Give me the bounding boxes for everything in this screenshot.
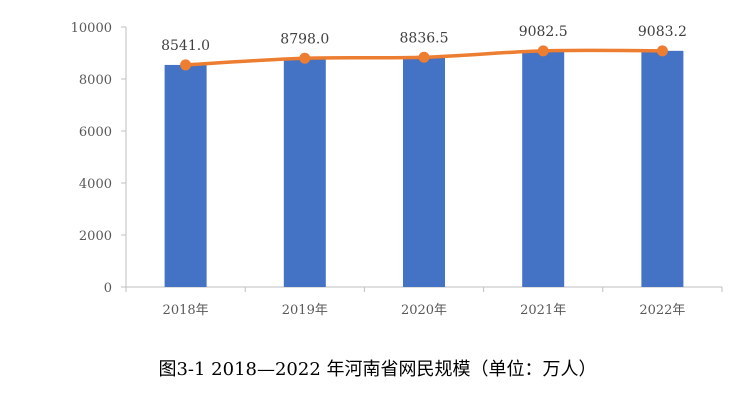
y-tick-label: 8000 bbox=[79, 73, 112, 88]
line-marker bbox=[180, 59, 192, 71]
y-tick-label: 4000 bbox=[79, 177, 112, 192]
line-marker bbox=[299, 52, 311, 64]
data-label: 9083.2 bbox=[638, 24, 687, 40]
data-label: 8541.0 bbox=[161, 38, 210, 54]
x-tick-label: 2020年 bbox=[401, 303, 447, 318]
line-marker bbox=[418, 51, 430, 63]
x-tick-label: 2018年 bbox=[163, 303, 209, 318]
y-tick-label: 0 bbox=[104, 281, 112, 296]
figure-caption: 图3-1 2018—2022 年河南省网民规模（单位：万人） bbox=[158, 359, 597, 380]
bar bbox=[641, 50, 684, 288]
bar bbox=[403, 57, 445, 287]
x-tick-label: 2019年 bbox=[282, 303, 328, 318]
x-tick-label: 2022年 bbox=[639, 303, 685, 318]
bars bbox=[164, 50, 684, 288]
data-label: 9082.5 bbox=[519, 24, 568, 40]
data-labels: 8541.0 8798.0 8836.5 9082.5 9083.2 bbox=[161, 24, 687, 54]
data-label: 8836.5 bbox=[400, 30, 449, 46]
data-label: 8798.0 bbox=[280, 31, 329, 47]
y-tick-label: 10000 bbox=[71, 21, 112, 36]
bar bbox=[522, 50, 565, 288]
bar bbox=[164, 64, 207, 288]
y-tick-label: 6000 bbox=[79, 125, 112, 140]
line-markers bbox=[180, 45, 668, 71]
line-marker bbox=[656, 45, 668, 57]
bar bbox=[283, 58, 326, 287]
y-tick-label: 2000 bbox=[79, 229, 112, 244]
x-tick-labels: 2018年 2019年 2020年 2021年 2022年 bbox=[125, 287, 723, 318]
x-tick-label: 2021年 bbox=[520, 303, 566, 318]
line-marker bbox=[537, 45, 549, 57]
y-tick-labels: 0 2000 4000 6000 8000 10000 bbox=[71, 21, 126, 296]
